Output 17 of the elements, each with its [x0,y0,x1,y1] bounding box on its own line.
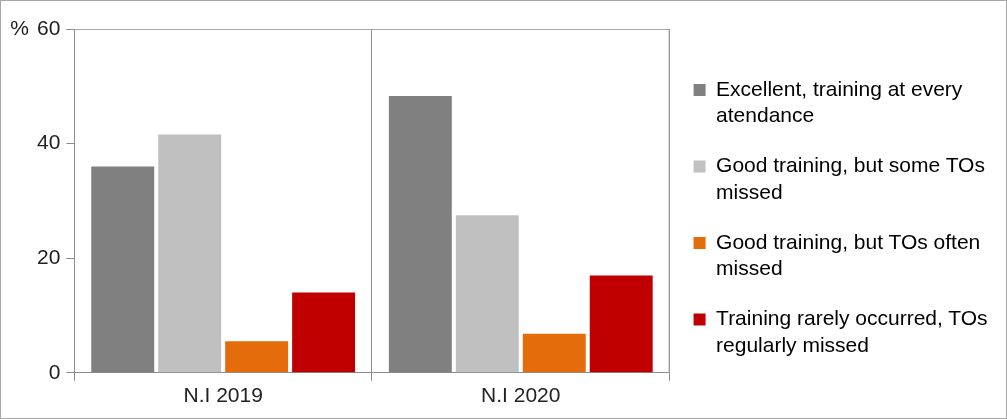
bar [455,215,519,373]
bar [158,134,222,373]
y-tick-label: 20 [37,245,61,268]
legend-label: Good training, but some TOs missed [716,153,985,203]
x-tick-label: N.I 2020 [481,383,561,407]
y-tick-label: 40 [37,130,61,154]
legend-label: Excellent, training at every atendance [716,76,963,127]
x-tick-label: N.I 2019 [183,383,263,407]
bar [292,292,356,373]
y-axis-title: % [10,15,29,39]
legend-label: Good training, but TOs often missed [716,229,981,280]
bar [589,275,653,373]
legend-label: Training rarely occurred, TOs regularly missed [716,306,988,356]
bar [522,333,586,373]
bar [225,341,289,373]
y-tick-label: 60 [37,15,61,39]
y-tick-label: 0 [48,359,61,383]
